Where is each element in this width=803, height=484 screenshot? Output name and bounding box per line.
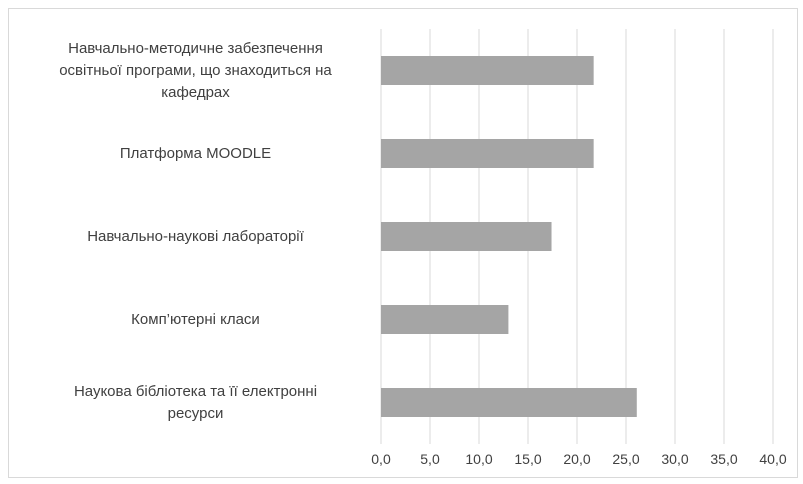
x-tick-label: 35,0 — [710, 451, 738, 467]
x-tick-label: 20,0 — [563, 451, 591, 467]
category-label: Навчально-методичне забезпечення освітнь… — [59, 39, 332, 101]
x-tick-label: 25,0 — [612, 451, 640, 467]
x-tick-label: 40,0 — [759, 451, 787, 467]
bar — [381, 388, 637, 417]
bar-chart — [380, 29, 774, 444]
category-label: Платформа MOODLE — [119, 144, 272, 162]
chart-frame: Навчально-методичне забезпечення освітнь… — [8, 8, 798, 478]
x-tick-label: 10,0 — [465, 451, 493, 467]
bar — [381, 56, 594, 85]
category-label: Наукова бібліотека та її електронні ресу… — [73, 382, 318, 422]
x-tick-label: 5,0 — [420, 451, 440, 467]
bar — [381, 139, 594, 168]
category-label: Комп’ютерні класи — [131, 310, 260, 328]
x-tick-label: 0,0 — [371, 451, 391, 467]
bar — [381, 305, 509, 334]
x-tick-label: 30,0 — [661, 451, 689, 467]
category-label: Навчально-наукові лабораторії — [87, 227, 304, 245]
bar — [381, 222, 552, 251]
x-tick-label: 15,0 — [514, 451, 542, 467]
